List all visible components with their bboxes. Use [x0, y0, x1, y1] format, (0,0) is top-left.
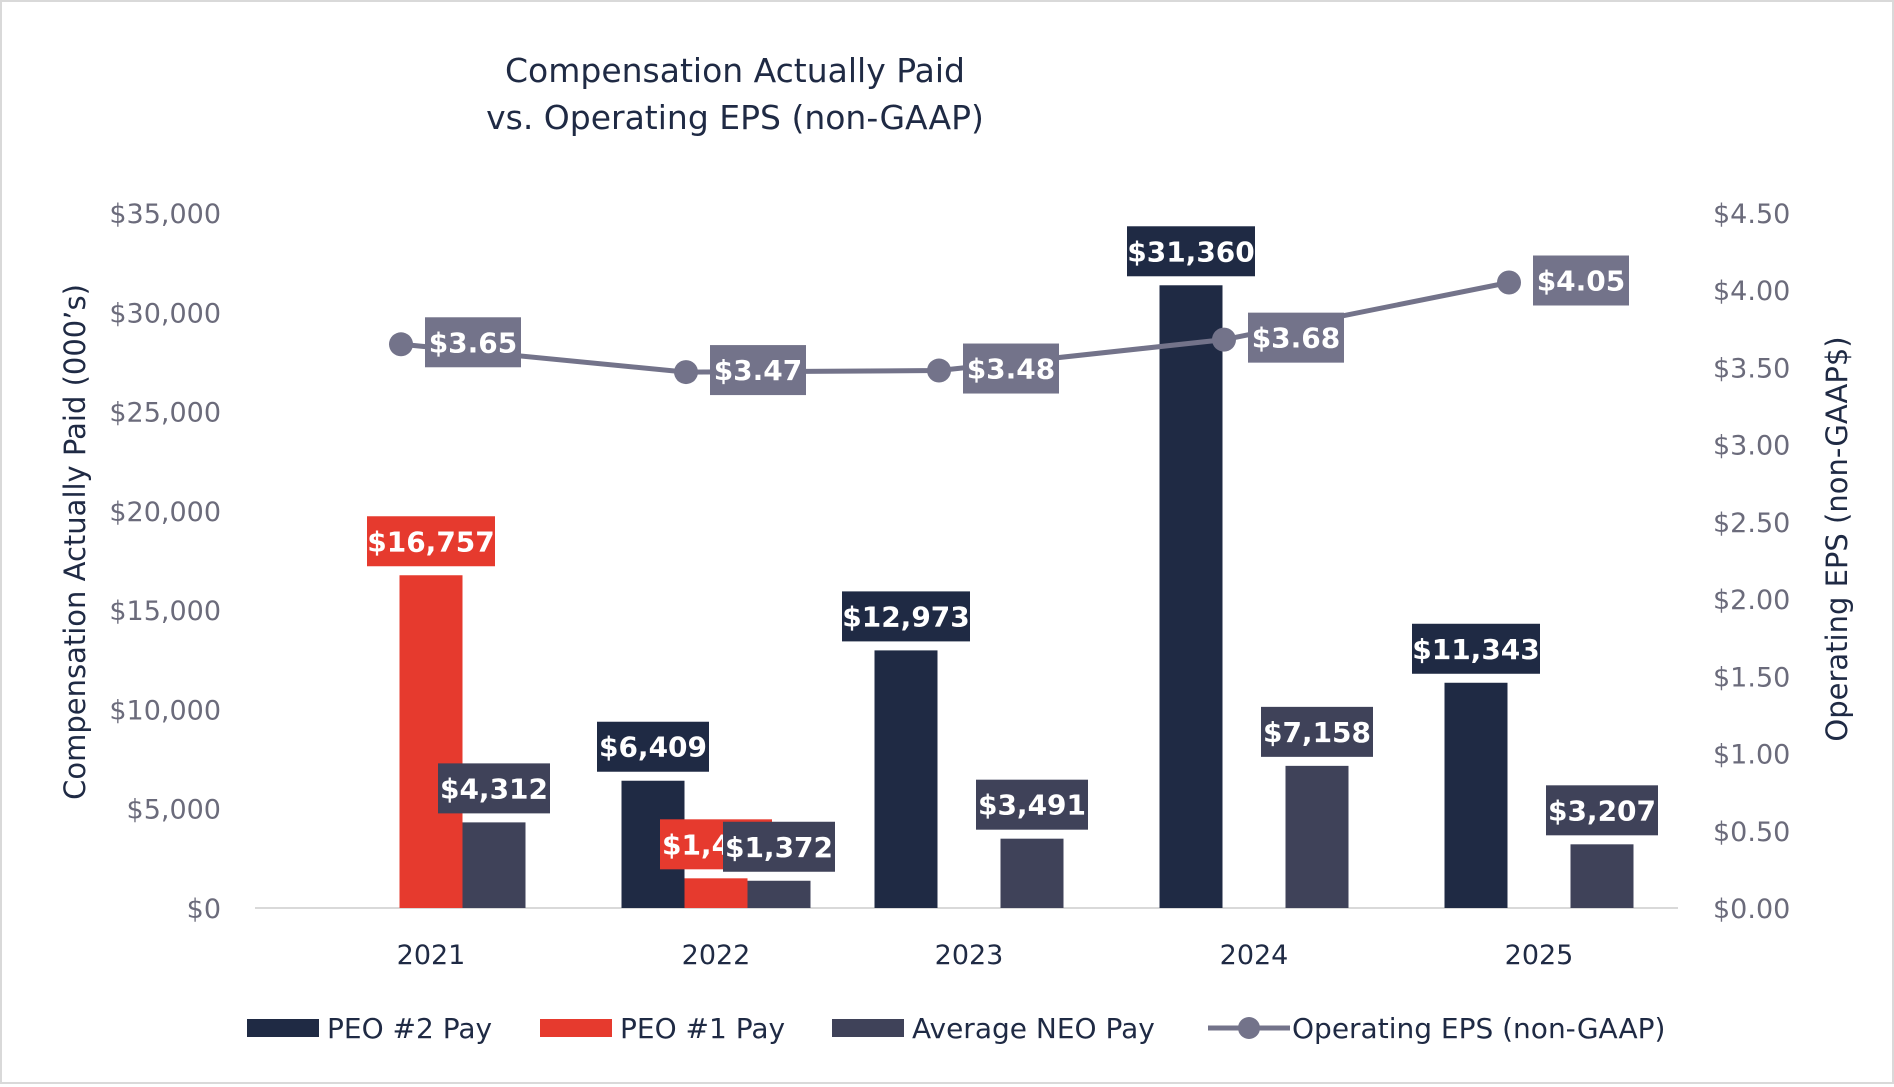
left-axis-title: Compensation Actually Paid (000’s) — [58, 284, 92, 800]
data-label-peo-2-pay-bg — [597, 721, 709, 772]
data-label-eps-bg — [710, 345, 806, 396]
right-axis-title: Operating EPS (non-GAAP$) — [1820, 336, 1854, 741]
data-label-eps: $3.68 — [1252, 322, 1341, 355]
chart-title-line-1: Compensation Actually Paid — [505, 51, 965, 90]
bar-peo-2-pay — [1444, 682, 1508, 908]
chart-title: Compensation Actually Paid vs. Operating… — [486, 51, 984, 137]
left-tick-label: $20,000 — [109, 497, 221, 528]
eps-point — [674, 360, 698, 385]
left-tick-label: $30,000 — [109, 298, 221, 329]
eps-point — [927, 358, 951, 383]
legend: PEO #2 Pay PEO #1 Pay Average NEO Pay Opera… — [247, 1012, 1665, 1045]
eps-point — [1497, 270, 1521, 295]
left-tick-label: $0 — [187, 894, 221, 925]
legend-label: Operating EPS (non-GAAP) — [1292, 1012, 1665, 1045]
data-label-peo-2-pay: $31,360 — [1127, 235, 1255, 268]
bar-labels-group: $16,757$4,312$6,409$1,495$1,372$12,973$3… — [367, 226, 1658, 872]
data-label-average-neo-pay: $3,491 — [978, 789, 1086, 822]
right-tick-label: $3.00 — [1713, 431, 1790, 462]
bar-peo-1-pay — [399, 575, 463, 908]
right-tick-label: $2.50 — [1713, 508, 1790, 539]
right-tick-label: $1.00 — [1713, 740, 1790, 771]
left-tick-label: $35,000 — [109, 199, 221, 230]
data-label-peo-1-pay: $16,757 — [367, 525, 495, 558]
eps-point — [1212, 327, 1236, 352]
legend-label: PEO #2 Pay — [327, 1012, 492, 1045]
bar-average-neo-pay — [1000, 838, 1064, 908]
data-label-average-neo-pay-bg — [1546, 785, 1658, 836]
eps-line-group — [389, 270, 1521, 385]
legend-marker — [1238, 1017, 1260, 1039]
eps-point — [389, 332, 413, 357]
bar-peo-2-pay — [874, 650, 938, 908]
data-label-average-neo-pay-bg — [723, 821, 835, 872]
category-labels: 2021 2022 2023 2024 2025 — [397, 940, 1574, 971]
bar-peo-1-pay — [684, 878, 748, 908]
data-label-average-neo-pay: $7,158 — [1263, 716, 1371, 749]
category-label: 2022 — [682, 940, 751, 971]
left-tick-label: $5,000 — [127, 795, 221, 826]
data-label-average-neo-pay-bg — [1261, 706, 1373, 757]
data-label-peo-2-pay: $6,409 — [599, 731, 707, 764]
data-label-eps: $3.47 — [714, 354, 803, 387]
right-tick-label: $4.50 — [1713, 199, 1790, 230]
right-axis-ticks: $0.00 $0.50 $1.00 $1.50 $2.00 $2.50 $3.00 $3.50… — [1713, 199, 1790, 925]
right-tick-label: $1.50 — [1713, 662, 1790, 693]
data-label-peo-1-pay-bg — [367, 516, 495, 567]
bar-peo-2-pay — [1159, 285, 1223, 908]
bar-average-neo-pay — [747, 880, 811, 908]
legend-label: Average NEO Pay — [912, 1012, 1155, 1045]
right-tick-label: $4.00 — [1713, 276, 1790, 307]
data-label-peo-2-pay: $11,343 — [1412, 633, 1540, 666]
legend-label: PEO #1 Pay — [620, 1012, 785, 1045]
data-label-peo-2-pay-bg — [842, 591, 970, 642]
left-tick-label: $25,000 — [109, 398, 221, 429]
left-tick-label: $10,000 — [109, 695, 221, 726]
category-label: 2024 — [1220, 940, 1289, 971]
category-label: 2025 — [1505, 940, 1574, 971]
right-tick-label: $3.50 — [1713, 353, 1790, 384]
data-label-eps-bg — [963, 343, 1059, 394]
bar-average-neo-pay — [462, 822, 526, 908]
bar-average-neo-pay — [1285, 765, 1349, 908]
data-label-eps: $3.48 — [967, 353, 1056, 386]
data-label-average-neo-pay: $1,372 — [725, 831, 833, 864]
legend-swatch — [247, 1019, 319, 1037]
data-label-peo-2-pay-bg — [1412, 623, 1540, 674]
data-label-peo-2-pay: $12,973 — [842, 600, 970, 633]
data-label-average-neo-pay-bg — [438, 763, 550, 814]
category-label: 2023 — [935, 940, 1004, 971]
data-label-eps-bg — [425, 317, 521, 368]
data-label-average-neo-pay: $3,207 — [1548, 794, 1656, 827]
data-label-peo-2-pay-bg — [1127, 226, 1255, 277]
bars-group — [399, 285, 1634, 908]
left-tick-label: $15,000 — [109, 596, 221, 627]
bar-average-neo-pay — [1570, 844, 1634, 908]
data-label-eps: $4.05 — [1537, 265, 1626, 298]
right-tick-label: $2.00 — [1713, 585, 1790, 616]
category-label: 2021 — [397, 940, 466, 971]
data-label-eps: $3.65 — [429, 326, 518, 359]
right-tick-label: $0.00 — [1713, 894, 1790, 925]
data-label-average-neo-pay: $4,312 — [440, 772, 548, 805]
data-label-eps-bg — [1533, 255, 1629, 306]
right-tick-label: $0.50 — [1713, 817, 1790, 848]
data-label-average-neo-pay-bg — [976, 779, 1088, 830]
legend-swatch — [832, 1019, 904, 1037]
chart-title-line-2: vs. Operating EPS (non-GAAP) — [486, 98, 984, 137]
legend-swatch — [540, 1019, 612, 1037]
left-axis-ticks: $0 $5,000 $10,000 $15,000 $20,000 $25,000 $30,… — [109, 199, 221, 925]
data-label-eps-bg — [1248, 312, 1344, 363]
